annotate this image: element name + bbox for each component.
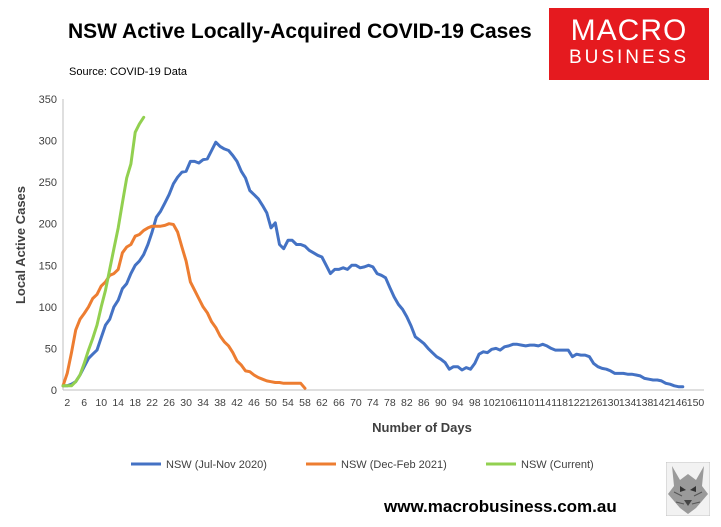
x-tick-label: 42: [231, 397, 243, 409]
x-axis-label: Number of Days: [372, 420, 472, 435]
wolf-logo-icon: [666, 462, 710, 516]
x-tick-label: 94: [452, 397, 464, 409]
series-line-3: [61, 115, 146, 388]
x-tick-label: 10: [95, 397, 107, 409]
y-tick-label: 100: [39, 302, 57, 314]
y-tick-label: 350: [39, 94, 57, 106]
x-tick-label: 38: [214, 397, 226, 409]
x-tick-label: 46: [248, 397, 260, 409]
x-tick-label: 74: [367, 397, 379, 409]
y-tick-label: 0: [51, 385, 57, 397]
x-tick-label: 130: [602, 397, 620, 409]
x-tick-label: 66: [333, 397, 345, 409]
logo-text-line2: BUSINESS: [568, 47, 690, 68]
legend-label-3: NSW (Current): [521, 459, 594, 471]
x-tick-label: 90: [435, 397, 447, 409]
x-tick-label: 142: [653, 397, 671, 409]
x-tick-label: 22: [146, 397, 158, 409]
x-tick-label: 122: [568, 397, 586, 409]
x-tick-label: 110: [517, 397, 534, 409]
chart-title: NSW Active Locally-Acquired COVID-19 Cas…: [68, 20, 532, 43]
x-tick-label: 98: [469, 397, 481, 409]
legend-label-2: NSW (Dec-Feb 2021): [341, 459, 447, 471]
x-tick-label: 82: [401, 397, 413, 409]
x-tick-label: 102: [483, 397, 501, 409]
x-tick-label: 2: [64, 397, 70, 409]
x-tick-label: 126: [585, 397, 603, 409]
x-tick-label: 78: [384, 397, 396, 409]
x-tick-label: 50: [265, 397, 277, 409]
x-tick-labels: 2 6 10 14 18 22 26 30 34 38 42 46 50 54 58 62 66 70 74 78 82…: [64, 397, 704, 409]
website-url: www.macrobusiness.com.au: [384, 497, 617, 516]
x-tick-label: 118: [551, 397, 568, 409]
x-tick-label: 58: [299, 397, 311, 409]
series-lines: [61, 115, 685, 390]
x-tick-label: 150: [687, 397, 705, 409]
legend-label-1: NSW (Jul-Nov 2020): [166, 459, 267, 471]
series-line-1: [61, 140, 685, 389]
x-tick-label: 86: [418, 397, 430, 409]
x-tick-label: 146: [670, 397, 688, 409]
x-tick-label: 6: [81, 397, 87, 409]
y-axis-label: Local Active Cases: [13, 186, 28, 304]
logo-text-line1: MACRO: [570, 14, 688, 47]
x-tick-label: 62: [316, 397, 328, 409]
source-note: Source: COVID-19 Data: [69, 66, 187, 78]
x-tick-label: 34: [197, 397, 209, 409]
x-tick-label: 14: [112, 397, 124, 409]
x-tick-label: 54: [282, 397, 294, 409]
x-tick-label: 18: [129, 397, 141, 409]
x-tick-label: 106: [500, 397, 518, 409]
legend: NSW (Jul-Nov 2020) NSW (Dec-Feb 2021) NSW …: [131, 459, 594, 471]
x-tick-label: 138: [636, 397, 654, 409]
y-tick-label: 150: [39, 260, 57, 272]
y-tick-label: 250: [39, 177, 57, 189]
y-tick-labels: 0 50 100 150 200 250 300 350: [39, 94, 57, 397]
x-tick-label: 134: [619, 397, 637, 409]
series-line-2: [61, 222, 307, 390]
y-tick-label: 200: [39, 219, 57, 231]
x-tick-label: 70: [350, 397, 362, 409]
y-tick-label: 300: [39, 136, 57, 148]
x-tick-label: 26: [163, 397, 175, 409]
x-tick-label: 30: [180, 397, 192, 409]
macrobusiness-logo: MACRO BUSINESS: [549, 8, 709, 80]
x-tick-label: 114: [534, 397, 551, 409]
y-tick-label: 50: [45, 343, 57, 355]
